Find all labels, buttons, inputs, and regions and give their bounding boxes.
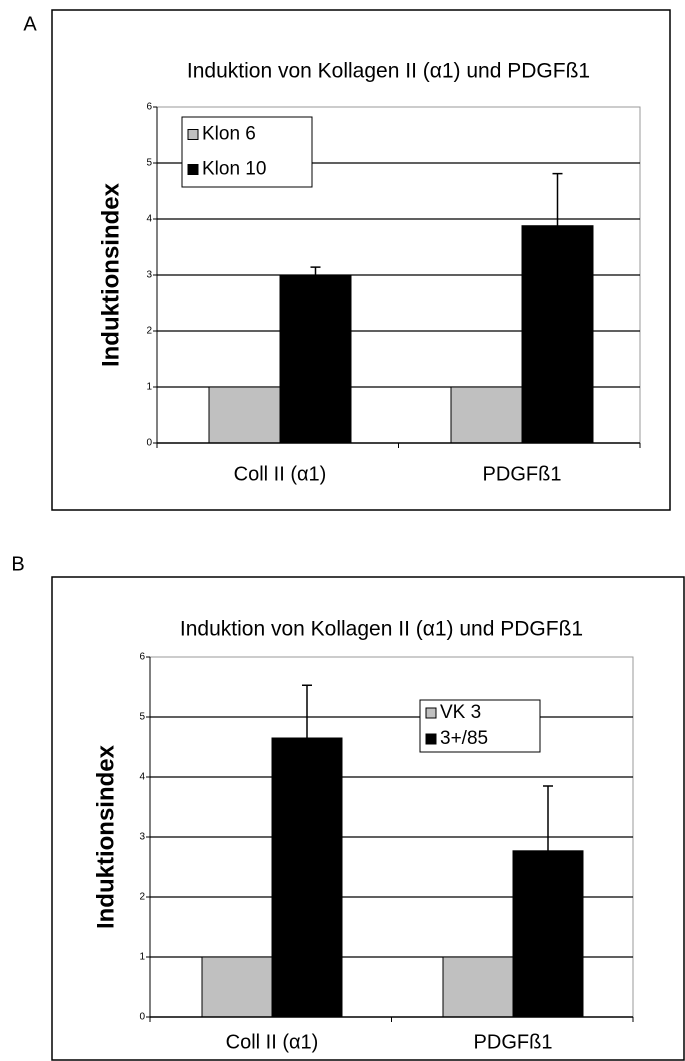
error-bar	[543, 785, 553, 851]
panel-label: A	[23, 13, 37, 35]
y-tick-label: 3	[139, 832, 145, 843]
legend-label: VK 3	[440, 702, 481, 723]
bar	[450, 386, 523, 444]
legend-label: 3+/85	[440, 728, 488, 749]
bar	[271, 737, 343, 1018]
y-tick-label: 4	[146, 214, 152, 225]
panel-frame	[51, 576, 685, 1061]
y-tick-label: 5	[139, 712, 145, 723]
bar	[201, 956, 273, 1018]
y-tick-label: 1	[139, 952, 145, 963]
legend-swatch	[187, 164, 199, 175]
x-tick-label: PDGFß1	[474, 1031, 553, 1053]
y-tick-label: 6	[146, 102, 152, 113]
chart-title: Induktion von Kollagen II (α1) und PDGFß…	[187, 60, 590, 83]
error-bar	[302, 684, 312, 738]
bar	[279, 274, 352, 444]
y-tick-label: 2	[139, 892, 145, 903]
bar	[208, 386, 281, 444]
x-tick-label: Coll II (α1)	[234, 463, 327, 485]
error-bar	[310, 266, 321, 275]
y-tick-label: 0	[146, 438, 152, 449]
legend-swatch	[187, 129, 199, 140]
legend-box	[181, 116, 313, 188]
panel-frame	[51, 9, 671, 511]
y-tick-label: 1	[146, 382, 152, 393]
y-tick-label: 6	[139, 652, 145, 663]
bar	[521, 225, 594, 444]
bar	[442, 956, 514, 1018]
y-axis-label: Induktionsindex	[92, 744, 119, 929]
y-tick-label: 5	[146, 158, 152, 169]
y-tick-label: 4	[139, 772, 145, 783]
y-axis-label: Induktionsindex	[97, 182, 124, 367]
y-tick-label: 3	[146, 270, 152, 281]
x-tick-label: PDGFß1	[483, 463, 562, 485]
x-tick-label: Coll II (α1)	[226, 1031, 319, 1053]
legend-box	[419, 699, 541, 753]
y-tick-label: 0	[139, 1012, 145, 1023]
legend-swatch	[425, 733, 437, 745]
legend-label: Klon 6	[202, 124, 256, 145]
y-tick-label: 2	[146, 326, 152, 337]
error-bar	[552, 172, 563, 226]
chart-title: Induktion von Kollagen II (α1) und PDGFß…	[180, 618, 583, 641]
panel-label: B	[11, 553, 24, 575]
legend-swatch	[425, 707, 437, 719]
legend-label: Klon 10	[202, 159, 266, 180]
bar	[512, 850, 584, 1018]
